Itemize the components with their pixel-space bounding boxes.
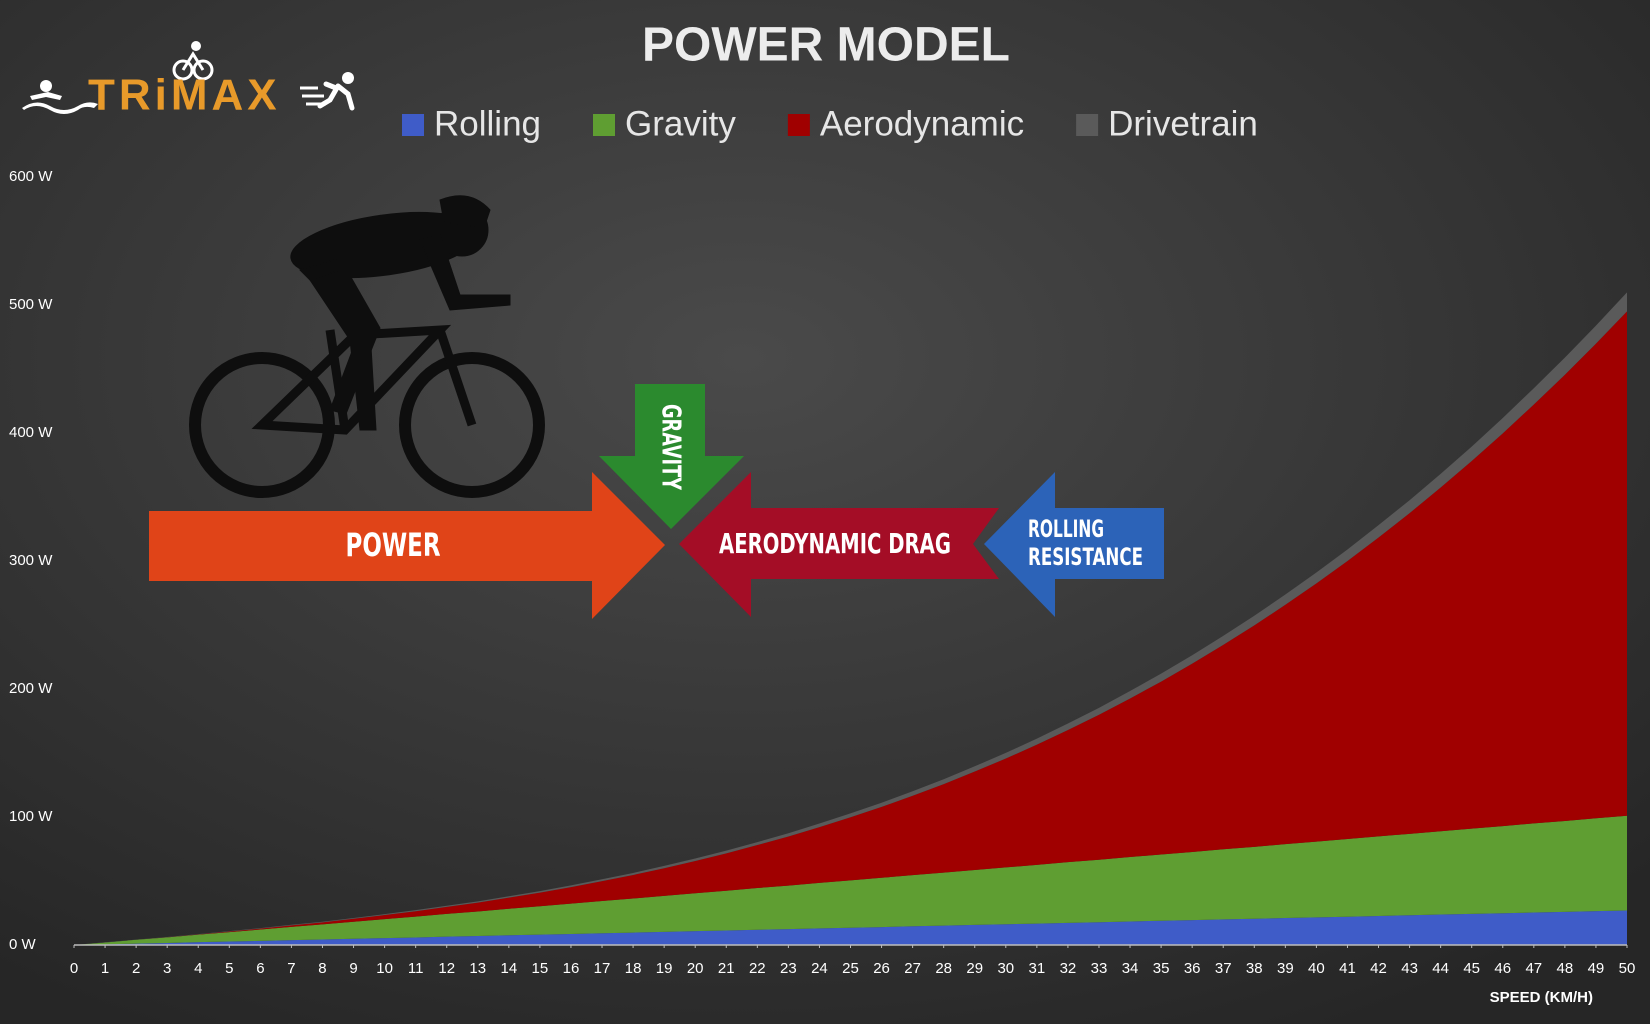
legend-label: Aerodynamic xyxy=(820,104,1024,143)
gravity-arrow xyxy=(599,384,744,529)
x-tick-label: 29 xyxy=(966,960,983,977)
x-tick-label: 45 xyxy=(1463,960,1480,977)
legend-swatch xyxy=(593,114,615,136)
x-tick-label: 46 xyxy=(1494,960,1511,977)
x-tick-label: 44 xyxy=(1432,960,1449,977)
x-tick-label: 23 xyxy=(780,960,797,977)
x-tick-label: 42 xyxy=(1370,960,1387,977)
x-tick-label: 8 xyxy=(318,960,326,977)
y-tick-label: 400 W xyxy=(9,424,53,441)
x-tick-label: 26 xyxy=(873,960,890,977)
x-tick-label: 36 xyxy=(1184,960,1201,977)
x-tick-label: 31 xyxy=(1029,960,1046,977)
x-tick-label: 1 xyxy=(101,960,109,977)
y-tick-label: 100 W xyxy=(9,808,53,825)
x-tick-label: 37 xyxy=(1215,960,1232,977)
x-tick-label: 4 xyxy=(194,960,202,977)
power-arrow xyxy=(149,472,665,619)
x-tick-label: 38 xyxy=(1246,960,1263,977)
x-tick-label: 2 xyxy=(132,960,140,977)
x-tick-label: 0 xyxy=(70,960,78,977)
x-tick-label: 12 xyxy=(438,960,455,977)
x-tick-label: 43 xyxy=(1401,960,1418,977)
legend: Rolling Gravity Aerodynamic Drivetrain xyxy=(402,104,1258,143)
cyclist xyxy=(189,195,545,498)
x-tick-label: 6 xyxy=(256,960,264,977)
x-tick-label: 35 xyxy=(1153,960,1170,977)
x-tick-label: 18 xyxy=(625,960,642,977)
annotation: AERODYNAMIC DRAG xyxy=(719,527,951,560)
rolling-arrow xyxy=(984,472,1164,617)
x-tick-label: 25 xyxy=(842,960,859,977)
chart-title: POWER MODEL xyxy=(642,19,1010,72)
annotation: ROLLING xyxy=(1028,515,1104,543)
x-tick-label: 49 xyxy=(1588,960,1605,977)
logo: TRiMAX xyxy=(22,41,355,120)
area xyxy=(74,311,1627,945)
x-axis-label: SPEED (KM/H) xyxy=(1490,989,1593,1006)
x-tick-label: 41 xyxy=(1339,960,1356,977)
x-tick-label: 5 xyxy=(225,960,233,977)
legend-swatch xyxy=(1076,114,1099,136)
drag-arrow xyxy=(679,472,999,617)
area xyxy=(74,292,1627,946)
x-tick-label: 28 xyxy=(935,960,952,977)
x-tick-label: 14 xyxy=(500,960,517,977)
legend-swatch xyxy=(787,114,810,136)
legend-label: Drivetrain xyxy=(1108,104,1258,143)
y-tick-label: 600 W xyxy=(9,168,53,185)
annotation: GRAVITY xyxy=(656,404,686,491)
x-tick-label: 19 xyxy=(656,960,673,977)
y-tick-label: 500 W xyxy=(9,296,53,313)
x-tick-label: 9 xyxy=(349,960,357,977)
x-tick-label: 32 xyxy=(1060,960,1077,977)
x-tick-label: 30 xyxy=(997,960,1014,977)
x-tick-label: 13 xyxy=(469,960,486,977)
x-tick-label: 34 xyxy=(1122,960,1139,977)
x-tick-label: 33 xyxy=(1091,960,1108,977)
x-tick-label: 24 xyxy=(811,960,828,977)
x-tick-label: 17 xyxy=(594,960,611,977)
x-tick-label: 11 xyxy=(408,960,424,977)
x-tick-label: 21 xyxy=(718,960,735,977)
x-tick-label: 7 xyxy=(287,960,295,977)
x-tick-label: 50 xyxy=(1619,960,1636,977)
legend-label: Gravity xyxy=(625,104,736,143)
x-tick-label: 15 xyxy=(532,960,549,977)
annotation: RESISTANCE xyxy=(1028,543,1143,571)
x-tick-label: 22 xyxy=(749,960,766,977)
legend-swatch xyxy=(402,114,424,136)
x-tick-label: 27 xyxy=(904,960,921,977)
x-tick-label: 3 xyxy=(163,960,171,977)
legend-label: Rolling xyxy=(434,104,541,143)
x-tick-label: 10 xyxy=(376,960,393,977)
y-tick-label: 300 W xyxy=(9,552,53,569)
x-tick-label: 39 xyxy=(1277,960,1294,977)
x-tick-label: 20 xyxy=(687,960,704,977)
x-tick-label: 47 xyxy=(1525,960,1542,977)
logo-text: TRiMAX xyxy=(88,71,281,120)
x-tick-label: 48 xyxy=(1557,960,1574,977)
x-tick-label: 40 xyxy=(1308,960,1325,977)
y-tick-label: 0 W xyxy=(9,936,37,953)
annotation: POWER xyxy=(346,526,441,564)
y-tick-label: 200 W xyxy=(9,680,53,697)
x-tick-label: 16 xyxy=(563,960,580,977)
